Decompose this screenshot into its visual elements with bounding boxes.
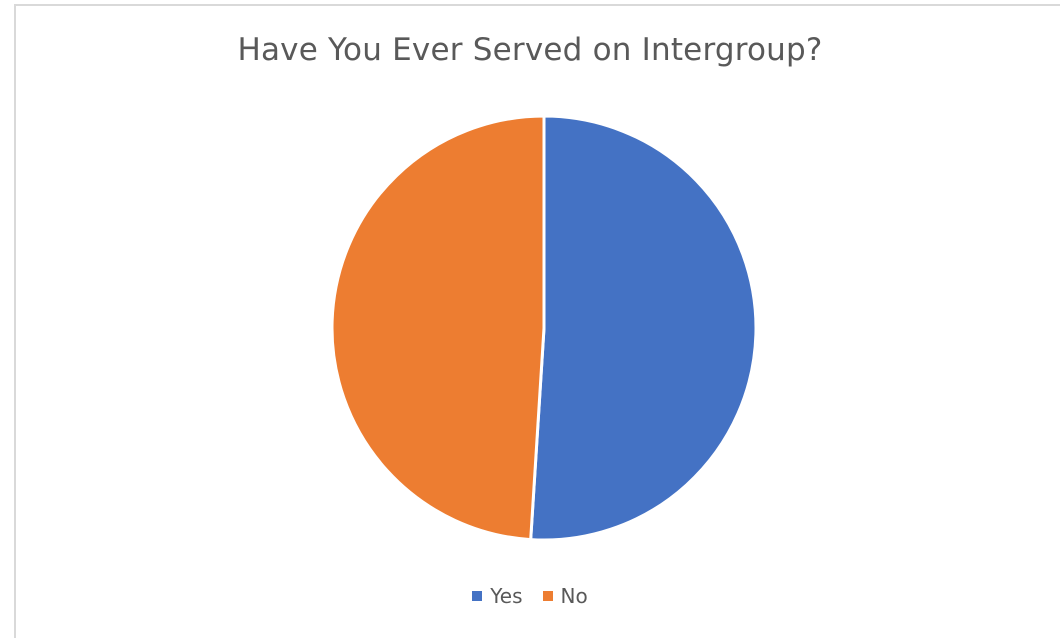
- legend-swatch-yes: [472, 591, 483, 601]
- pie-slice-no: [330, 114, 546, 542]
- chart-title: Have You Ever Served on Intergroup?: [237, 32, 823, 68]
- legend-item-no: No: [542, 584, 588, 608]
- pie-slice-yes: [529, 114, 758, 542]
- legend-swatch-no: [542, 591, 553, 601]
- legend-label-yes: Yes: [490, 584, 523, 608]
- legend: Yes No: [0, 584, 1060, 608]
- legend-label-no: No: [560, 584, 588, 608]
- legend-item-yes: Yes: [472, 584, 523, 608]
